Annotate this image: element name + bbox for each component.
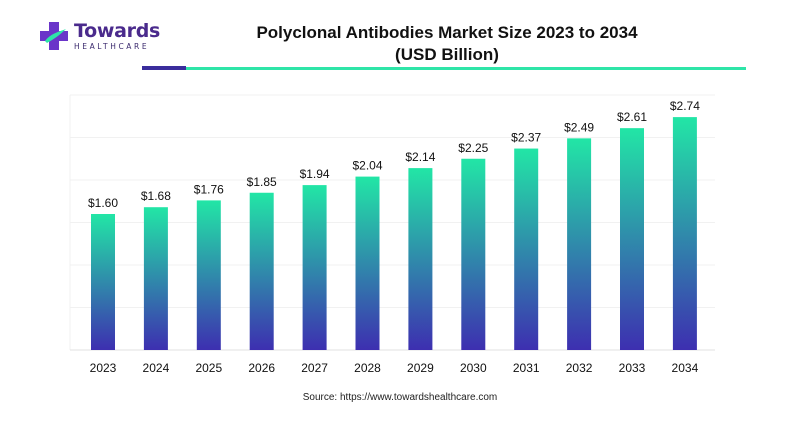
x-tick-2028: 2028 [354,361,381,375]
value-label-2034: $2.74 [670,99,700,113]
chart-title: Polyclonal Antibodies Market Size 2023 t… [256,23,638,42]
x-tick-2023: 2023 [90,361,117,375]
value-label-2023: $1.60 [88,196,118,210]
x-tick-2033: 2033 [619,361,646,375]
x-tick-2024: 2024 [143,361,170,375]
value-label-2025: $1.76 [194,182,224,196]
chart-title-block: Polyclonal Antibodies Market Size 2023 t… [200,22,694,66]
x-tick-2034: 2034 [672,361,699,375]
bar-2025 [196,200,221,350]
x-axis-tick-labels: 2023 2024 2025 2026 2027 2028 2029 2030 2031 2032… [90,361,699,375]
bar-2024 [143,207,168,350]
x-tick-2032: 2032 [566,361,593,375]
x-tick-2029: 2029 [407,361,434,375]
chart-value-labels: $1.60 $1.68 $1.76 $1.85 $1.94 $2.04 $2.14 $2.25… [88,99,700,210]
title-underline [186,67,746,70]
value-label-2024: $1.68 [141,189,171,203]
x-tick-2030: 2030 [460,361,487,375]
value-label-2031: $2.37 [511,131,541,145]
value-label-2027: $1.94 [300,167,330,181]
title-underline-accent [142,66,186,70]
x-tick-2026: 2026 [248,361,275,375]
bar-2028 [355,176,380,350]
chart-bars [91,117,697,350]
source-note: Source: https://www.towardshealthcare.co… [302,392,498,403]
bar-2032 [567,138,592,350]
value-label-2029: $2.14 [405,150,435,164]
value-label-2028: $2.04 [352,159,382,173]
brand-name: Towards [74,19,161,42]
x-tick-2025: 2025 [195,361,222,375]
bar-2034 [672,117,697,350]
x-tick-2027: 2027 [301,361,328,375]
chart-gridlines [69,94,715,350]
bar-2029 [408,168,433,350]
medical-cross-icon [40,22,68,50]
value-label-2026: $1.85 [247,175,277,189]
bar-2033 [620,128,644,350]
bar-2027 [302,185,327,350]
chart-subtitle: (USD Billion) [395,45,499,64]
value-label-2032: $2.49 [564,120,594,134]
bar-2023 [91,214,115,350]
brand-logo: Towards HEALTHCARE [38,20,160,52]
bar-2026 [249,192,274,350]
value-label-2033: $2.61 [617,110,647,124]
x-tick-2031: 2031 [513,361,540,375]
brand-tagline: HEALTHCARE [74,41,150,51]
bar-2031 [514,148,539,350]
value-label-2030: $2.25 [458,141,488,155]
bar-2030 [461,158,486,350]
